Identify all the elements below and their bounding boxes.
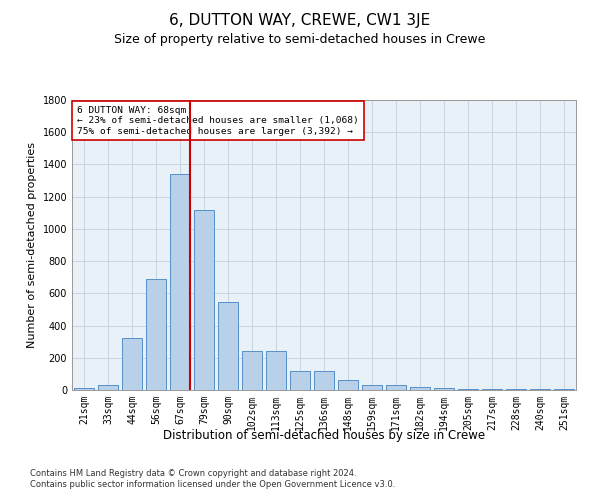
Bar bbox=[410, 387, 430, 390]
Bar bbox=[314, 372, 334, 390]
Bar bbox=[266, 352, 286, 390]
Bar bbox=[386, 385, 406, 390]
Text: Contains HM Land Registry data © Crown copyright and database right 2024.: Contains HM Land Registry data © Crown c… bbox=[30, 468, 356, 477]
Bar bbox=[554, 389, 574, 390]
Bar bbox=[218, 302, 238, 390]
Bar bbox=[122, 338, 142, 390]
Bar bbox=[146, 279, 166, 390]
Text: 6, DUTTON WAY, CREWE, CW1 3JE: 6, DUTTON WAY, CREWE, CW1 3JE bbox=[169, 12, 431, 28]
Bar bbox=[458, 389, 478, 390]
Bar bbox=[482, 389, 502, 390]
Text: Size of property relative to semi-detached houses in Crewe: Size of property relative to semi-detach… bbox=[115, 32, 485, 46]
Y-axis label: Number of semi-detached properties: Number of semi-detached properties bbox=[27, 142, 37, 348]
Bar bbox=[290, 372, 310, 390]
Bar bbox=[242, 352, 262, 390]
Bar bbox=[506, 389, 526, 390]
Text: Contains public sector information licensed under the Open Government Licence v3: Contains public sector information licen… bbox=[30, 480, 395, 489]
Bar bbox=[74, 388, 94, 390]
Bar bbox=[434, 388, 454, 390]
Text: Distribution of semi-detached houses by size in Crewe: Distribution of semi-detached houses by … bbox=[163, 430, 485, 442]
Bar bbox=[170, 174, 190, 390]
Bar bbox=[338, 380, 358, 390]
Bar bbox=[98, 385, 118, 390]
Text: 6 DUTTON WAY: 68sqm
← 23% of semi-detached houses are smaller (1,068)
75% of sem: 6 DUTTON WAY: 68sqm ← 23% of semi-detach… bbox=[77, 106, 359, 136]
Bar bbox=[194, 210, 214, 390]
Bar bbox=[530, 389, 550, 390]
Bar bbox=[362, 385, 382, 390]
